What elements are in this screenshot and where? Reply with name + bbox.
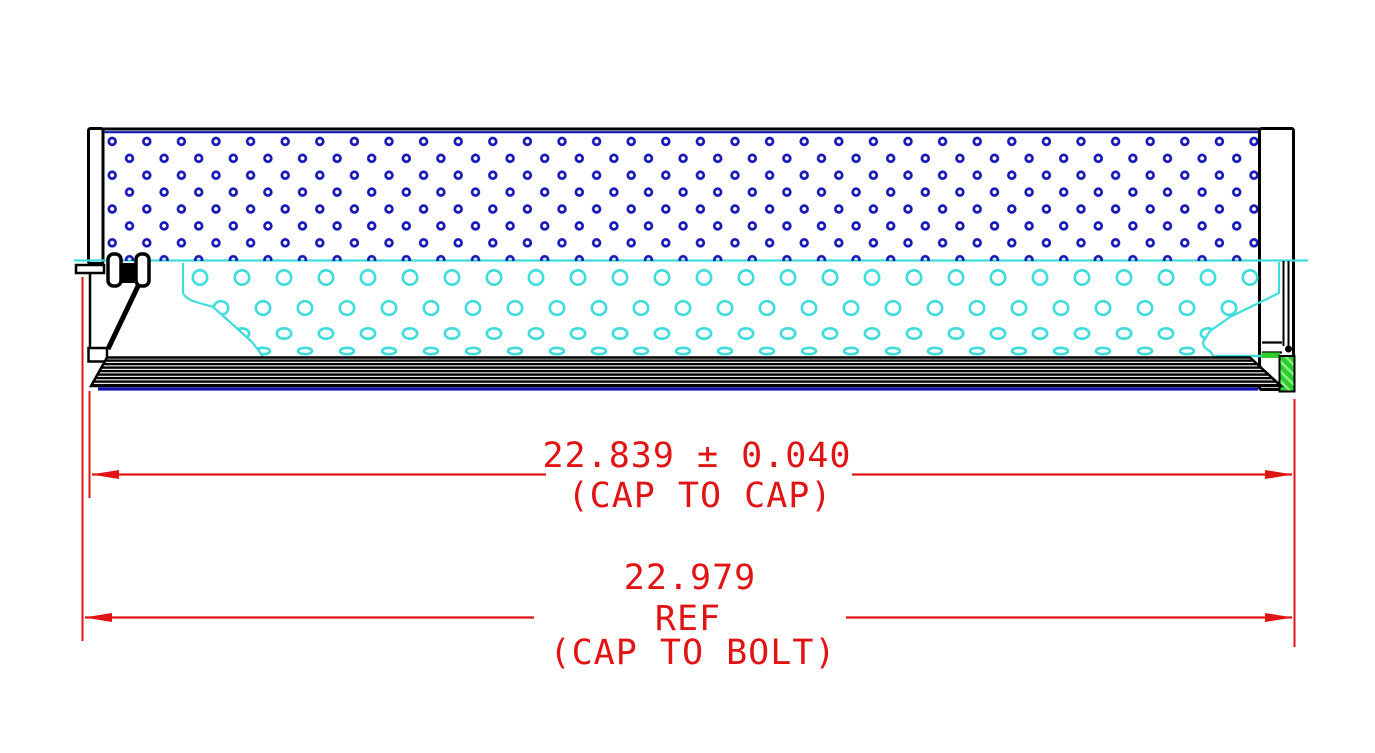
dimension-label: (CAP TO CAP) — [568, 476, 833, 516]
right-end-cap — [1258, 127, 1295, 391]
dimension-label: (CAP TO BOLT) — [550, 633, 837, 673]
arrowhead-right — [1265, 613, 1293, 622]
inner-screen-perforations — [183, 268, 1280, 356]
arrowhead-right — [1265, 470, 1293, 479]
bolt-assembly — [74, 252, 151, 351]
arrowhead-left — [84, 613, 112, 622]
outer-screen-top-seam — [103, 127, 1259, 134]
filter-media-stack — [88, 356, 1285, 391]
arrowhead-left — [91, 470, 119, 479]
outer-screen-perforations — [104, 133, 1258, 261]
filter-assembly — [74, 127, 1308, 393]
dimension-cap-to-bolt: 22.979 REF (CAP TO BOLT) — [81, 277, 1296, 673]
dimension-value: 22.839 ± 0.040 — [542, 436, 851, 476]
gasket-seal — [1261, 352, 1296, 393]
right-cap-seat — [1262, 261, 1292, 354]
left-end-cap — [87, 127, 109, 363]
dimension-cap-to-cap: 22.839 ± 0.040 (CAP TO CAP) — [88, 391, 1293, 516]
dimension-value: 22.979 — [624, 558, 756, 598]
dimension-qualifier: REF — [655, 599, 721, 639]
